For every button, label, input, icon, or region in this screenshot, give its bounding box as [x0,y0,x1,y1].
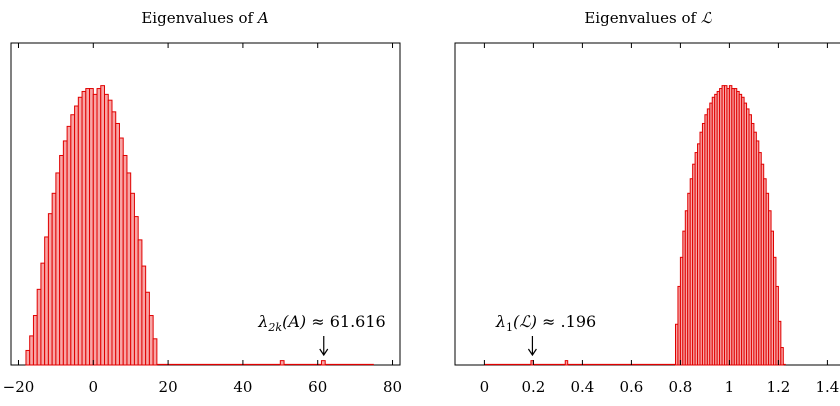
histogram-bar [25,349,31,366]
histogram-bar [77,96,83,366]
histogram-bar [55,172,61,366]
histogram-bar [137,239,143,366]
x-tick-label: 1 [725,378,735,396]
histogram-bar [89,88,94,366]
histogram-bar [85,88,91,366]
annotation-lambda-2k: λ2k(A) ≈ 61.616 [257,312,386,357]
histogram-bar [780,347,784,366]
chart-eigenvalues-a: Eigenvalues of A −20 0 20 40 60 80 λ2k(A) ≈ 6… [3,9,402,396]
x-tick-label: 60 [308,378,327,396]
histogram-bar [92,93,98,366]
x-tick-label: 80 [383,378,402,396]
histogram-bar [47,213,53,366]
x-tick-label: −20 [3,378,35,396]
histogram-bar [44,236,49,366]
histogram-bar [320,360,326,366]
histogram-bar [130,192,135,366]
x-tick-label: 1.2 [766,378,790,396]
histogram-bar [104,93,109,366]
histogram-bar [111,111,117,366]
x-tick-label: 0.4 [570,378,594,396]
x-tick-label: 0.8 [668,378,692,396]
histogram-bar [122,154,128,366]
annotation-lambda-1: λ1(ℒ) ≈ .196 [495,312,596,357]
histogram-bar [115,122,120,366]
histogram-bar [66,125,72,366]
x-tick-label: 20 [159,378,178,396]
annotation-label: λ1(ℒ) ≈ .196 [495,312,596,334]
histogram-bar [81,90,87,366]
histogram-bar [126,172,132,366]
histogram-bar [96,88,102,366]
x-tick-label: 1.4 [815,378,839,396]
histogram-bar [564,360,569,366]
histogram-bar [152,338,158,366]
histogram-bar [145,291,150,366]
histogram-bar [100,85,106,366]
histogram-bar [51,192,57,366]
x-axis: 0 0.2 0.4 0.6 0.8 1 1.2 1.4 [480,43,839,396]
histogram-bar [74,105,79,366]
x-axis: −20 0 20 40 60 80 [3,43,402,396]
histogram-bar [36,288,42,366]
histogram-bar [40,262,46,366]
histogram-bars [25,85,374,366]
histogram-bar [133,216,139,366]
histogram-bar [59,154,64,366]
x-tick-label: 0 [480,378,490,396]
chart-title: Eigenvalues of ℒ [584,9,712,27]
x-tick-label: 40 [233,378,252,396]
x-tick-label: 0.2 [521,378,545,396]
histogram-bar [118,137,124,366]
histogram-bar [148,315,154,366]
annotation-arrow [319,336,329,357]
histogram-bar [141,265,147,366]
chart-title: Eigenvalues of A [141,9,268,27]
histogram-bar [32,315,38,366]
annotation-label: λ2k(A) ≈ 61.616 [257,312,385,334]
annotation-arrow [527,336,537,357]
x-tick-label: 0.6 [619,378,643,396]
histogram-bar [279,360,285,366]
x-tick-label: 0 [89,378,99,396]
histogram-bar [62,140,68,366]
histogram-bar [70,114,76,366]
histogram-bar [777,320,782,366]
histogram-bars [484,85,786,366]
chart-eigenvalues-l: Eigenvalues of ℒ 0 0.2 0.4 0.6 0.8 1 1.2 1.4 λ1… [454,9,840,396]
histogram-bar [29,335,34,366]
histogram-bar [107,99,113,366]
